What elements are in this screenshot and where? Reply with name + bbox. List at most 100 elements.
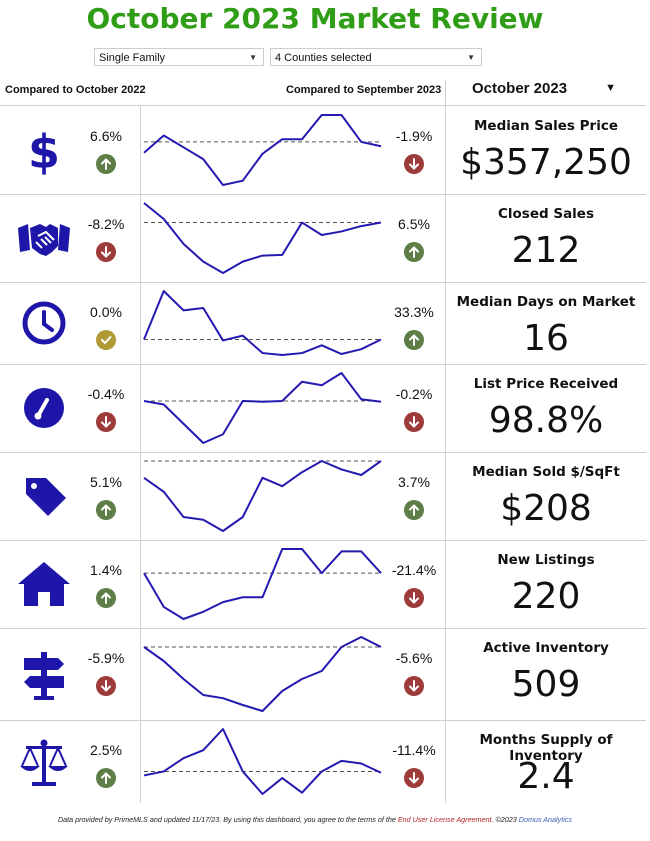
row-divider — [0, 540, 646, 541]
arrow-down-icon — [404, 154, 424, 174]
mom-change: -5.6% — [395, 650, 433, 666]
arrow-down-icon — [404, 588, 424, 608]
trend-line — [143, 114, 382, 186]
arrow-up-icon — [96, 588, 116, 608]
brand-link[interactable]: Domus Analytics — [518, 815, 573, 824]
sparkline-column-divider — [140, 106, 141, 803]
arrow-up-icon — [96, 500, 116, 520]
metric-label: Months Supply of Inventory — [479, 732, 613, 764]
mom-change: 6.5% — [398, 216, 430, 232]
metric-value: 212 — [511, 230, 581, 271]
counties-value: 4 Counties selected — [275, 52, 372, 64]
sparkline-chart — [143, 548, 382, 620]
metric-row: -5.9% -5.6% Active Inventory 509 — [0, 628, 650, 720]
metric-value: 16 — [523, 318, 569, 359]
row-divider — [0, 628, 646, 629]
arrow-down-icon — [404, 412, 424, 432]
trend-line — [143, 290, 382, 356]
metric-label: List Price Received — [473, 376, 619, 392]
row-divider — [0, 720, 646, 721]
scales-icon — [14, 734, 74, 790]
counties-dropdown[interactable]: 4 Counties selected ▼ — [270, 48, 482, 66]
svg-text:$: $ — [28, 125, 60, 178]
trend-line — [143, 372, 382, 444]
sparkline-chart — [143, 114, 382, 186]
mom-change: -21.4% — [391, 562, 437, 578]
month-selector-value: October 2023 — [472, 80, 568, 97]
arrow-down-icon — [96, 242, 116, 262]
sparkline-chart — [143, 636, 382, 712]
metric-label: Median Sales Price — [474, 118, 618, 134]
sparkline-chart — [143, 290, 382, 356]
yoy-change: 1.4% — [90, 562, 122, 578]
dollar-icon: $ — [14, 122, 74, 179]
metric-row: -0.4% -0.2% List Price Received 98.8% — [0, 364, 650, 452]
metric-row: 5.1% 3.7% Median Sold $/SqFt $208 — [0, 452, 650, 540]
page-title: October 2023 Market Review — [86, 2, 544, 35]
sparkline-chart — [143, 372, 382, 444]
sparkline-chart — [143, 460, 382, 532]
property-type-dropdown[interactable]: Single Family ▼ — [94, 48, 264, 66]
mom-change: -1.9% — [395, 128, 433, 144]
footer-text: Data provided by PrimeMLS and updated 11… — [57, 815, 396, 824]
metric-label: Median Days on Market — [456, 294, 636, 310]
yoy-change: 0.0% — [90, 304, 122, 320]
metric-label: New Listings — [497, 552, 595, 568]
metric-value: 2.4 — [517, 756, 575, 797]
footer: Data provided by PrimeMLS and updated 11… — [0, 815, 630, 824]
trend-line — [143, 728, 382, 795]
arrow-up-icon — [404, 242, 424, 262]
metric-value: 98.8% — [488, 400, 604, 441]
month-selector[interactable]: October 2023 ▼ — [472, 80, 622, 97]
trend-line — [143, 460, 382, 532]
arrow-up-icon — [96, 154, 116, 174]
mom-change: -0.2% — [395, 386, 433, 402]
metric-row: 1.4% -21.4% New Listings 220 — [0, 540, 650, 628]
mom-change: -11.4% — [392, 742, 436, 758]
yoy-change: 2.5% — [90, 742, 122, 758]
gauge-icon — [14, 380, 74, 436]
metric-row: -8.2% 6.5% Closed Sales 212 — [0, 194, 650, 282]
row-divider — [0, 194, 646, 195]
footer-copyright: . ©2023 — [491, 815, 517, 824]
metric-label: Active Inventory — [483, 640, 609, 656]
metric-column-divider — [445, 80, 446, 803]
yoy-change: -8.2% — [87, 216, 125, 232]
metric-value: 509 — [511, 664, 581, 705]
metric-value: $208 — [500, 488, 592, 529]
license-link[interactable]: End User License Agreement — [397, 815, 492, 824]
handshake-icon — [14, 210, 74, 266]
arrow-down-icon — [96, 676, 116, 696]
chevron-down-icon: ▼ — [467, 53, 475, 62]
row-divider — [0, 364, 646, 365]
house-icon — [14, 556, 74, 612]
row-divider — [0, 452, 646, 453]
caret-down-icon: ▼ — [605, 82, 616, 94]
yoy-change: 6.6% — [90, 128, 122, 144]
compared-month-header: Compared to September 2023 — [286, 84, 442, 96]
metric-label: Median Sold $/SqFt — [472, 464, 620, 480]
property-type-value: Single Family — [99, 52, 166, 64]
arrow-down-icon — [404, 676, 424, 696]
sparkline-chart — [143, 728, 382, 795]
sparkline-chart — [143, 202, 382, 274]
metric-row: 2.5% -11.4% Months Supply of Inventory 2.4 — [0, 720, 650, 803]
mom-change: 3.7% — [398, 474, 430, 490]
chevron-down-icon: ▼ — [249, 53, 257, 62]
signpost-icon — [14, 646, 74, 702]
arrow-up-icon — [96, 768, 116, 788]
tag-icon — [14, 468, 74, 524]
metric-value: 220 — [511, 576, 581, 617]
compared-year-header: Compared to October 2022 — [5, 84, 146, 96]
trend-line — [143, 548, 382, 620]
yoy-change: -0.4% — [87, 386, 125, 402]
clock-icon — [14, 295, 74, 351]
arrow-up-icon — [404, 330, 424, 350]
arrow-up-icon — [404, 500, 424, 520]
arrow-down-icon — [96, 412, 116, 432]
check-icon — [96, 330, 116, 350]
metric-row: 0.0% 33.3% Median Days on Market 16 — [0, 282, 650, 364]
metric-row: $6.6% -1.9% Median Sales Price $357,250 — [0, 106, 650, 194]
metric-label: Closed Sales — [497, 206, 595, 222]
trend-line — [143, 636, 382, 712]
